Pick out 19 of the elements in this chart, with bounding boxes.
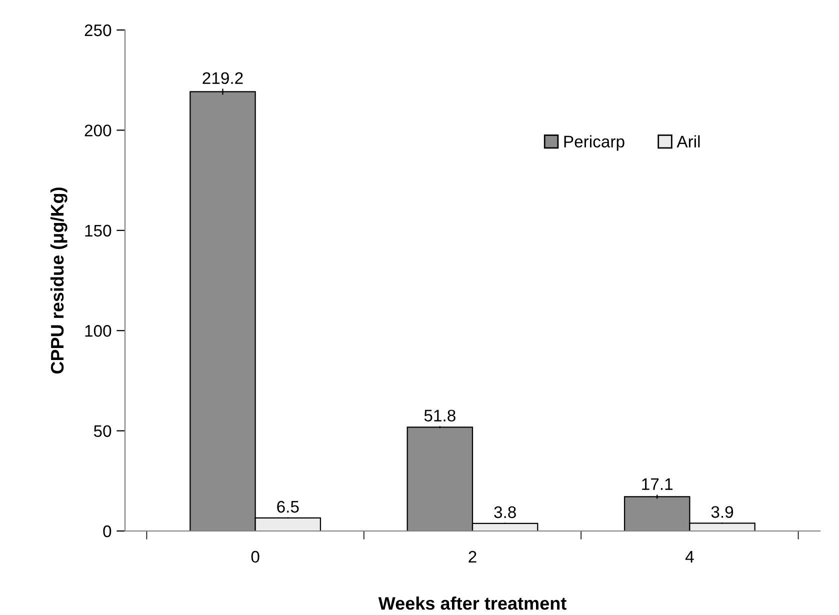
x-tick-label: 4	[685, 551, 694, 563]
legend-label: Aril	[676, 135, 700, 148]
x-tick-label: 2	[468, 550, 476, 563]
y-tick-label: 200	[84, 124, 112, 136]
y-tick-label: 0	[103, 525, 112, 538]
y-tick-label: 100	[85, 325, 112, 337]
y-tick-label: 50	[94, 425, 112, 438]
x-tick-label: 0	[251, 550, 260, 563]
data-label: 51.8	[424, 410, 456, 422]
legend-label: Pericarp	[564, 135, 624, 151]
y-tick-label: 150	[85, 224, 112, 237]
data-label: 3.8	[494, 506, 516, 518]
y-tick-label: 250	[84, 24, 112, 36]
data-label: 219.2	[202, 72, 243, 84]
x-axis-title: Weeks after treatment	[378, 596, 566, 610]
data-label: 6.5	[277, 500, 299, 513]
data-label: 3.9	[711, 506, 734, 518]
data-label: 17.1	[642, 478, 673, 490]
y-axis-title: CPPU residue (μg/Kg)	[50, 188, 68, 374]
